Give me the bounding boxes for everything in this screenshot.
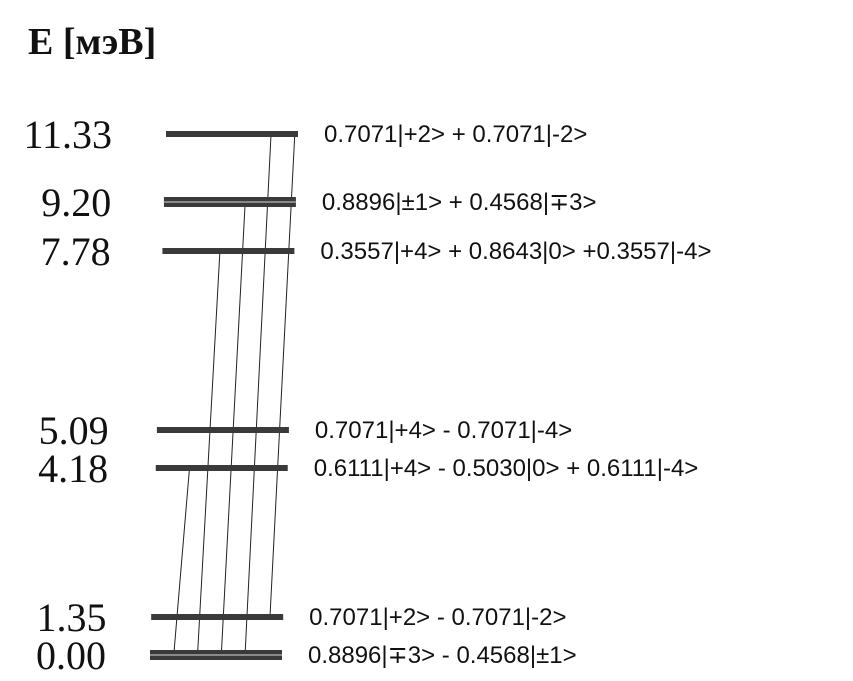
state-label: 0.7071|+2> - 0.7071|-2> (309, 604, 566, 631)
transition-line (269, 133, 296, 618)
energy-levels: 11.33 0.7071|+2> + 0.7071|-2> 9.20 0.8896|±… (23, 112, 711, 678)
energy-label: 1.35 (36, 595, 106, 640)
transition-line (244, 133, 272, 656)
level-bar (166, 131, 298, 137)
transition-line (173, 467, 191, 656)
energy-label: 11.33 (23, 112, 112, 157)
energy-label: 9.20 (41, 180, 111, 225)
transition-lines (173, 133, 296, 656)
level-bar (155, 465, 288, 471)
level-bar (156, 427, 289, 433)
energy-level: 1.35 0.7071|+2> - 0.7071|-2> (36, 595, 566, 640)
energy-label: 5.09 (39, 408, 109, 453)
energy-level: 11.33 0.7071|+2> + 0.7071|-2> (23, 112, 587, 157)
energy-level: 7.78 0.3557|+4> + 0.8643|0> +0.3557|-4> (41, 229, 712, 274)
level-bar (151, 614, 284, 620)
state-label: 0.8896|∓3> - 0.4568|±1> (308, 642, 577, 669)
state-label: 0.7071|+4> - 0.7071|-4> (315, 417, 572, 444)
energy-level: 0.00 0.8896|∓3> - 0.4568|±1> (36, 633, 577, 678)
energy-level: 4.18 0.6111|+4> - 0.5030|0> + 0.6111|-4> (38, 446, 698, 491)
state-label: 0.7071|+2> + 0.7071|-2> (324, 121, 587, 148)
energy-label: 7.78 (41, 229, 111, 274)
energy-level: 9.20 0.8896|±1> + 0.4568|∓3> (41, 180, 596, 225)
state-label: 0.8896|±1> + 0.4568|∓3> (322, 189, 597, 216)
level-bar-separator (150, 654, 282, 656)
state-label: 0.6111|+4> - 0.5030|0> + 0.6111|-4> (314, 455, 699, 482)
level-bar-separator (163, 201, 296, 203)
level-bar (162, 248, 295, 254)
energy-label: 4.18 (38, 446, 108, 491)
transition-line (197, 250, 221, 656)
state-label: 0.3557|+4> + 0.8643|0> +0.3557|-4> (320, 238, 711, 265)
energy-level: 5.09 0.7071|+4> - 0.7071|-4> (39, 408, 573, 453)
energy-label: 0.00 (36, 633, 106, 678)
axis-title: E [мэВ] (28, 21, 156, 63)
